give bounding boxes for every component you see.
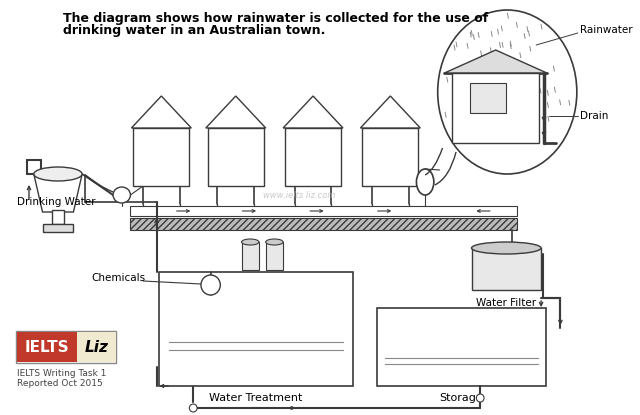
Bar — [208, 128, 264, 186]
Bar — [452, 73, 539, 143]
Bar — [17, 331, 116, 363]
Text: Drain: Drain — [580, 111, 608, 121]
Polygon shape — [34, 174, 82, 212]
Bar — [131, 206, 517, 216]
Circle shape — [201, 275, 220, 295]
Ellipse shape — [417, 169, 434, 195]
Text: IELTS: IELTS — [25, 339, 70, 354]
Polygon shape — [444, 50, 547, 73]
Bar — [362, 128, 419, 186]
Ellipse shape — [472, 242, 541, 254]
Polygon shape — [131, 96, 191, 128]
Text: Rainwater: Rainwater — [580, 25, 632, 35]
Circle shape — [476, 394, 484, 402]
Text: Drinking Water: Drinking Water — [17, 197, 96, 207]
Bar — [241, 242, 259, 270]
Bar — [285, 128, 341, 186]
Bar — [266, 242, 283, 270]
Text: Liz: Liz — [84, 339, 109, 354]
Bar — [472, 248, 541, 290]
Bar — [133, 128, 189, 186]
Text: Chemicals: Chemicals — [92, 273, 146, 283]
Bar — [470, 83, 506, 113]
Bar — [42, 224, 74, 232]
Polygon shape — [283, 96, 343, 128]
Bar — [77, 332, 116, 362]
Text: The diagram shows how rainwater is collected for the use of: The diagram shows how rainwater is colle… — [63, 12, 488, 25]
Text: drinking water in an Australian town.: drinking water in an Australian town. — [63, 24, 325, 37]
Bar — [159, 272, 353, 386]
Ellipse shape — [34, 167, 82, 181]
Bar — [17, 332, 77, 362]
Polygon shape — [206, 96, 266, 128]
Bar — [52, 210, 64, 224]
Ellipse shape — [266, 239, 283, 245]
Text: Water Treatment: Water Treatment — [209, 393, 303, 403]
Ellipse shape — [241, 239, 259, 245]
Polygon shape — [360, 96, 420, 128]
Ellipse shape — [438, 10, 577, 174]
Ellipse shape — [113, 187, 131, 203]
Text: www.ielts liz.com: www.ielts liz.com — [263, 190, 336, 200]
Circle shape — [189, 404, 197, 412]
Text: Reported Oct 2015: Reported Oct 2015 — [17, 379, 103, 388]
Text: Water Filter: Water Filter — [476, 298, 536, 308]
Text: IELTS Writing Task 1: IELTS Writing Task 1 — [17, 369, 107, 378]
Text: Storage: Storage — [440, 393, 483, 403]
Bar — [131, 218, 517, 230]
Bar — [377, 308, 546, 386]
